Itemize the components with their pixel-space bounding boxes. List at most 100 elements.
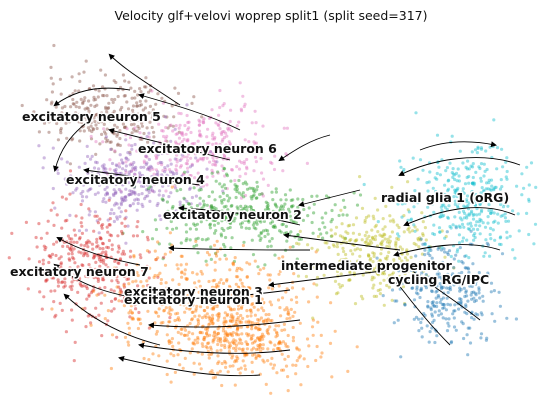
cell-point bbox=[320, 351, 324, 355]
cell-point bbox=[225, 288, 229, 292]
cell-point bbox=[295, 347, 299, 351]
cell-point bbox=[467, 181, 471, 185]
cell-point bbox=[406, 180, 410, 184]
cell-point bbox=[109, 234, 113, 238]
cell-point bbox=[250, 294, 254, 298]
cell-point bbox=[197, 118, 201, 122]
cell-point bbox=[138, 131, 142, 135]
cell-point bbox=[336, 291, 340, 295]
cell-point bbox=[312, 202, 316, 206]
cell-point bbox=[444, 169, 448, 173]
cell-point bbox=[97, 173, 101, 178]
cell-point bbox=[238, 159, 242, 163]
cell-point bbox=[131, 127, 135, 131]
cell-point bbox=[250, 186, 254, 190]
cell-point bbox=[218, 211, 223, 215]
cell-point bbox=[104, 263, 108, 267]
cell-point bbox=[240, 225, 244, 229]
cell-point bbox=[149, 164, 153, 168]
cell-point bbox=[202, 202, 206, 206]
cell-point bbox=[195, 222, 199, 226]
cell-point bbox=[348, 278, 352, 282]
cell-point bbox=[439, 275, 443, 279]
cell-point bbox=[483, 225, 488, 229]
cell-point bbox=[477, 286, 481, 290]
cell-point bbox=[479, 332, 484, 336]
cell-point bbox=[148, 266, 152, 270]
cell-point bbox=[449, 280, 453, 284]
cell-point bbox=[180, 327, 184, 331]
cell-point bbox=[365, 263, 369, 267]
cell-point bbox=[420, 326, 424, 330]
cell-point bbox=[258, 337, 262, 341]
cell-point bbox=[177, 111, 181, 115]
cell-point bbox=[485, 196, 489, 200]
cell-point bbox=[141, 144, 145, 148]
cell-point bbox=[258, 343, 262, 347]
cell-point bbox=[129, 114, 133, 118]
cell-point bbox=[115, 125, 119, 129]
cell-point bbox=[170, 206, 174, 210]
cell-point bbox=[120, 252, 124, 256]
cell-point bbox=[497, 290, 501, 294]
cell-point bbox=[41, 270, 45, 274]
cell-point bbox=[491, 144, 495, 149]
cell-point bbox=[130, 311, 134, 315]
cell-point bbox=[175, 153, 179, 157]
cell-point bbox=[128, 136, 133, 140]
cell-point bbox=[275, 330, 279, 334]
cell-point bbox=[115, 285, 119, 289]
cell-point bbox=[73, 233, 77, 237]
cell-point bbox=[286, 389, 290, 393]
cell-point bbox=[127, 172, 131, 176]
cell-point bbox=[436, 247, 440, 251]
cell-point bbox=[241, 302, 245, 307]
cell-point bbox=[180, 271, 184, 275]
cell-point bbox=[234, 319, 238, 324]
cell-point bbox=[74, 214, 78, 218]
cell-point bbox=[383, 256, 388, 260]
cell-point bbox=[54, 105, 58, 109]
cell-point bbox=[262, 360, 266, 364]
cell-point bbox=[212, 337, 216, 341]
cell-point bbox=[133, 96, 137, 100]
cell-point bbox=[261, 177, 266, 181]
cell-point bbox=[427, 275, 431, 279]
cell-point bbox=[474, 193, 478, 197]
cell-point bbox=[236, 356, 240, 361]
cell-point bbox=[123, 217, 127, 221]
cell-point bbox=[440, 302, 444, 306]
cell-point bbox=[141, 204, 145, 209]
cell-point bbox=[392, 258, 396, 262]
cell-point bbox=[210, 317, 215, 321]
cell-point bbox=[53, 289, 57, 293]
cell-point bbox=[279, 214, 283, 218]
cell-point bbox=[224, 235, 228, 240]
cell-point bbox=[264, 228, 268, 232]
cell-point bbox=[430, 256, 434, 260]
cell-point bbox=[170, 308, 174, 312]
cell-point bbox=[343, 205, 347, 209]
cell-point bbox=[445, 329, 450, 333]
cell-point bbox=[290, 205, 294, 209]
cell-point bbox=[49, 268, 53, 272]
cell-point bbox=[191, 332, 195, 336]
cell-point bbox=[84, 59, 88, 63]
cell-point bbox=[102, 130, 107, 134]
cell-point bbox=[372, 252, 376, 256]
cell-point bbox=[175, 132, 179, 136]
cell-point bbox=[375, 272, 380, 276]
cell-point bbox=[195, 272, 199, 276]
cell-point bbox=[235, 317, 239, 322]
cell-point bbox=[348, 271, 352, 275]
cell-point bbox=[469, 229, 473, 233]
cell-point bbox=[481, 221, 485, 225]
cell-point bbox=[385, 257, 389, 261]
cell-point bbox=[162, 309, 166, 313]
cell-point bbox=[140, 124, 144, 128]
cell-point bbox=[234, 358, 238, 362]
cell-point bbox=[156, 172, 160, 176]
cell-point bbox=[185, 209, 189, 213]
cell-point bbox=[401, 280, 405, 284]
cell-point bbox=[193, 342, 197, 346]
